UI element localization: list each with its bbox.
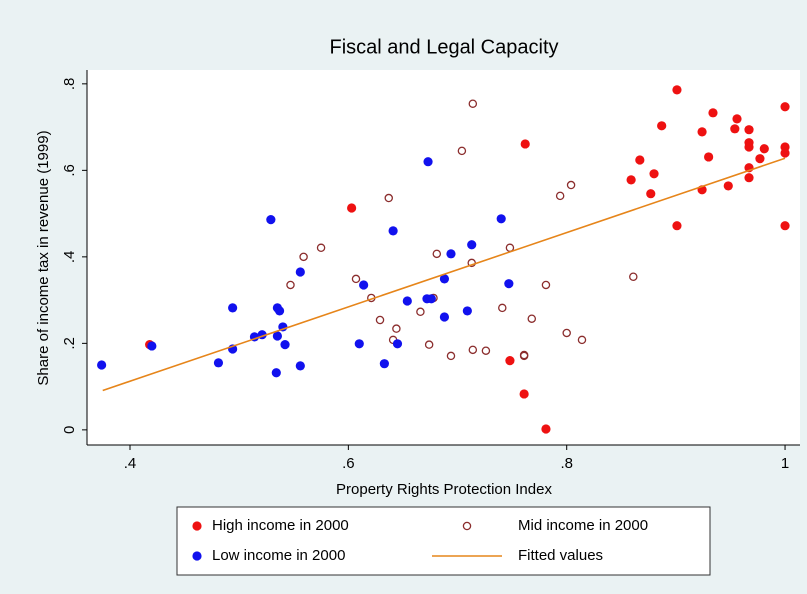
point xyxy=(744,142,754,152)
chart-title: Fiscal and Legal Capacity xyxy=(329,36,558,58)
point xyxy=(432,249,442,259)
point xyxy=(347,203,357,213)
point xyxy=(697,127,707,137)
point xyxy=(147,341,157,351)
point xyxy=(541,280,551,290)
point xyxy=(468,99,478,108)
point xyxy=(505,356,515,366)
point xyxy=(462,306,472,316)
point xyxy=(271,368,281,378)
point xyxy=(457,146,467,156)
point xyxy=(388,226,398,236)
point xyxy=(657,121,667,131)
legend-label: Low income in 2000 xyxy=(212,547,345,564)
point xyxy=(577,335,587,345)
point xyxy=(646,189,656,199)
point xyxy=(504,279,514,289)
point xyxy=(468,345,478,355)
point xyxy=(704,152,714,162)
point xyxy=(541,424,551,434)
legend-label: Fitted values xyxy=(518,547,603,564)
point xyxy=(759,144,769,154)
point xyxy=(97,360,107,370)
fit-line xyxy=(102,157,786,392)
x-tick-label: .8 xyxy=(560,455,573,472)
point xyxy=(424,340,434,349)
point xyxy=(730,124,740,134)
point xyxy=(566,180,576,190)
x-tick-label: 1 xyxy=(781,455,789,472)
point xyxy=(481,346,491,355)
point xyxy=(416,307,425,317)
legend-label: High income in 2000 xyxy=(212,517,349,534)
legend-swatch xyxy=(462,521,472,531)
point xyxy=(446,249,456,259)
point xyxy=(629,272,638,281)
point xyxy=(354,339,364,349)
legend xyxy=(176,506,711,576)
y-tick-label: .6 xyxy=(61,164,78,177)
point xyxy=(755,154,765,164)
point xyxy=(295,361,305,371)
point xyxy=(359,280,369,290)
y-tick-label: .4 xyxy=(61,251,78,264)
point xyxy=(272,303,282,313)
point xyxy=(392,324,401,333)
point xyxy=(723,181,733,191)
point xyxy=(672,85,682,95)
legend-swatch xyxy=(192,551,202,561)
x-axis-label: Property Rights Protection Index xyxy=(336,481,552,498)
point xyxy=(439,274,450,284)
plot-area xyxy=(87,70,800,445)
point xyxy=(439,312,450,322)
point xyxy=(780,221,790,231)
point xyxy=(272,331,282,341)
point xyxy=(496,214,506,224)
point xyxy=(498,303,507,313)
y-axis-label: Share of income tax in revenue (1999) xyxy=(35,130,52,385)
point xyxy=(316,243,326,253)
point xyxy=(744,173,754,183)
y-tick-label: 0 xyxy=(61,426,78,434)
point xyxy=(527,314,537,323)
point xyxy=(520,139,530,149)
point xyxy=(392,339,403,349)
point xyxy=(708,108,718,118)
point xyxy=(266,215,276,225)
point xyxy=(402,296,412,306)
point xyxy=(295,267,305,277)
point xyxy=(286,280,295,290)
point xyxy=(744,125,754,135)
point xyxy=(280,340,290,350)
point xyxy=(299,252,308,262)
point xyxy=(555,191,565,201)
y-tick-label: .8 xyxy=(61,78,78,91)
point xyxy=(446,351,456,361)
point xyxy=(351,274,361,284)
point xyxy=(635,155,645,165)
point xyxy=(384,193,394,203)
x-tick-label: .4 xyxy=(124,455,137,472)
point xyxy=(649,169,659,179)
point xyxy=(213,358,224,368)
x-tick-label: .6 xyxy=(342,455,355,472)
point xyxy=(379,359,389,369)
point xyxy=(519,389,529,399)
point xyxy=(375,315,385,325)
point xyxy=(467,240,477,250)
point xyxy=(780,148,790,158)
point xyxy=(672,221,682,231)
point xyxy=(780,102,790,112)
y-tick-label: .2 xyxy=(61,337,78,350)
point xyxy=(626,175,636,185)
point xyxy=(732,114,742,124)
point xyxy=(423,157,433,167)
point xyxy=(519,351,529,361)
point xyxy=(228,303,238,313)
point xyxy=(426,294,436,304)
point xyxy=(562,328,571,338)
legend-swatch xyxy=(192,521,202,531)
legend-label: Mid income in 2000 xyxy=(518,517,648,534)
